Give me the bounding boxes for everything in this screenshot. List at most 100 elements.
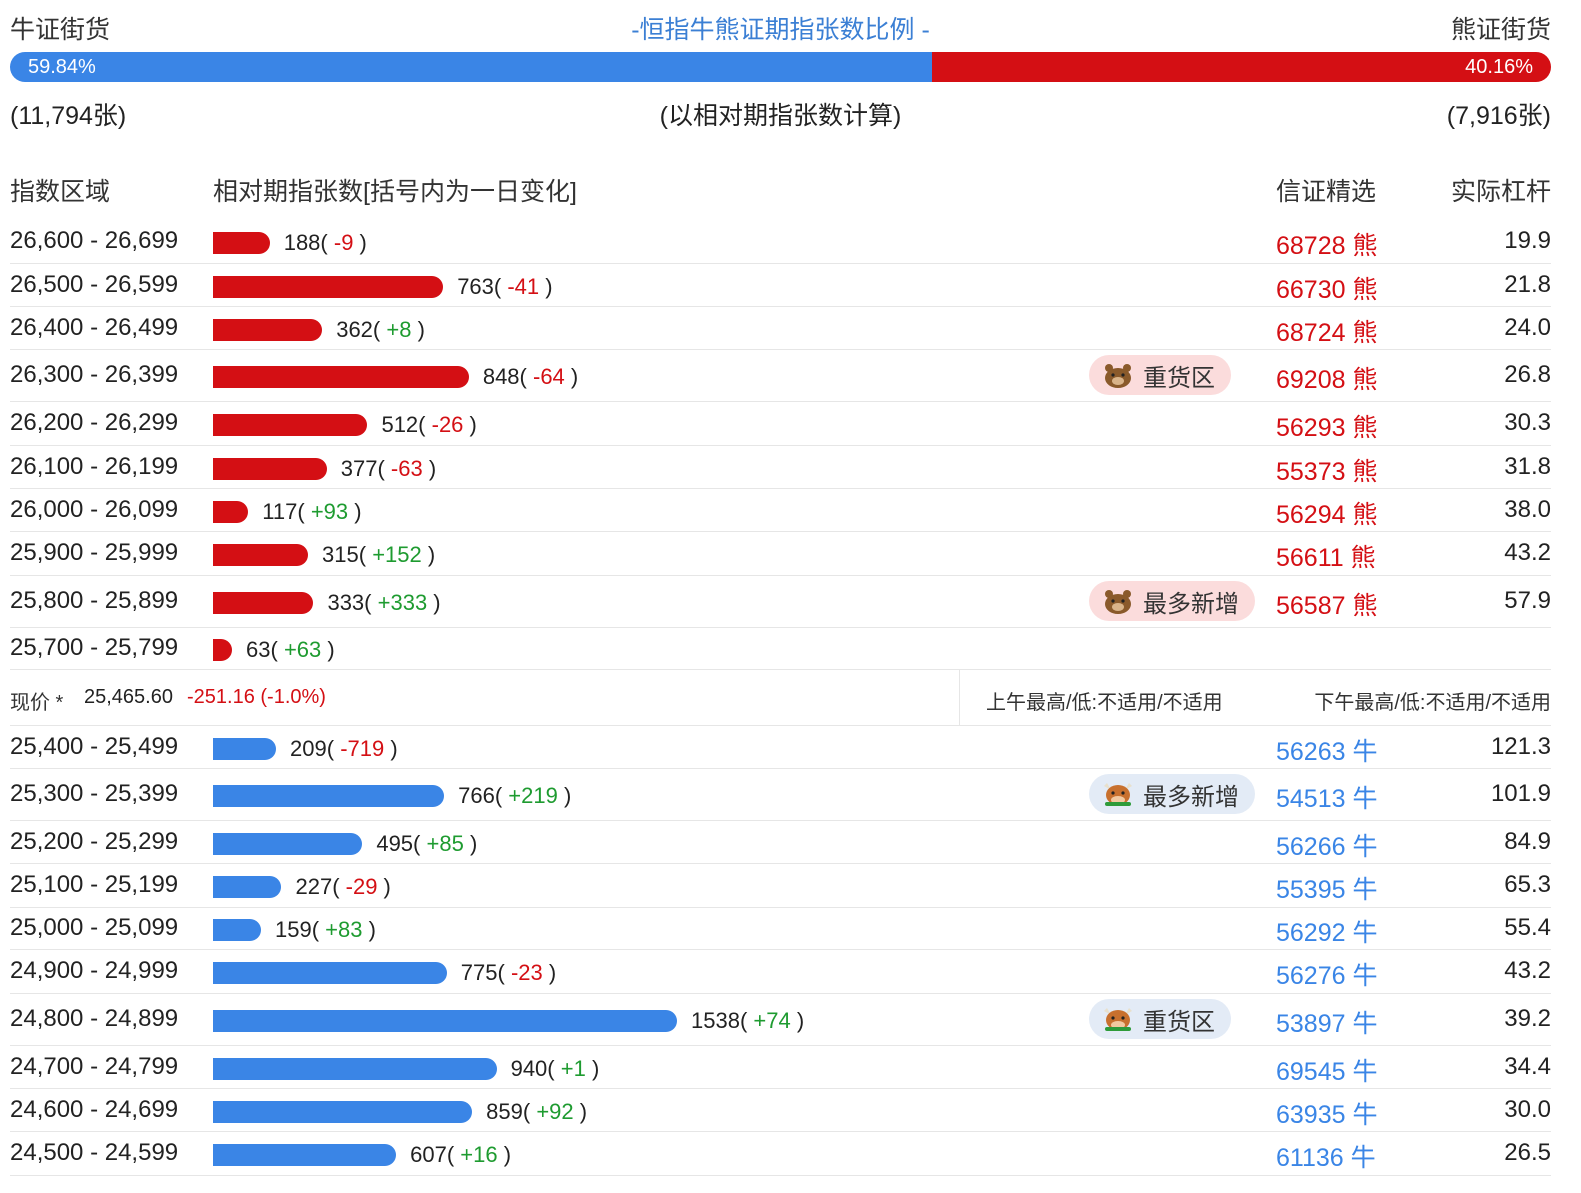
- effective-leverage: 121.3: [1490, 732, 1551, 760]
- current-price-change: -251.16 (-1.0%): [187, 686, 326, 708]
- daily-change: -63: [390, 455, 423, 481]
- index-range: 26,300 - 26,399: [10, 361, 179, 388]
- daily-change: +93: [310, 498, 349, 524]
- change-open-paren: (: [332, 874, 346, 899]
- bull-range-row[interactable]: 24,600 - 24,699 859( +92 ) 63935 牛 30.0: [10, 1089, 1551, 1132]
- index-range: 24,900 - 24,999: [10, 957, 179, 984]
- bull-range-row[interactable]: 25,200 - 25,299 495( +85 ) 56266 牛 84.9: [10, 821, 1551, 864]
- change-close-paren: ): [422, 455, 437, 481]
- bear-mascot-icon: [1101, 361, 1135, 389]
- featured-warrant-link[interactable]: 69208 熊: [1276, 366, 1378, 394]
- featured-warrant-link[interactable]: 56293 熊: [1276, 414, 1378, 442]
- change-open-paren: (: [372, 316, 387, 342]
- effective-leverage: 39.2: [1504, 1005, 1551, 1032]
- featured-warrant-link[interactable]: 56292 牛: [1276, 919, 1378, 947]
- bull-count-bar: [213, 1144, 397, 1166]
- featured-warrant-link[interactable]: 53897 牛: [1276, 1010, 1378, 1038]
- index-range: 25,100 - 25,199: [10, 871, 179, 898]
- bear-range-row[interactable]: 26,300 - 26,399 848( -64 ) 重货区 69208 熊 26.8: [10, 350, 1551, 402]
- contract-count: 315( +152 ): [322, 542, 435, 568]
- bear-ratio-segment: 40.16%: [932, 52, 1551, 82]
- change-open-paren: (: [326, 735, 341, 761]
- contract-count: 848( -64 ): [483, 364, 578, 390]
- featured-warrant-link[interactable]: 69545 牛: [1276, 1057, 1378, 1086]
- bear-range-row[interactable]: 26,100 - 26,199 377( -63 ) 55373 熊 31.8: [10, 446, 1551, 489]
- header-count: 相对期指张数[括号内为一日变化]: [213, 178, 577, 206]
- featured-warrant-link[interactable]: 56276 牛: [1276, 962, 1378, 990]
- bear-range-row[interactable]: 25,900 - 25,999 315( +152 ) 56611 熊 43.2: [10, 532, 1551, 576]
- bull-mascot-icon: [1101, 780, 1135, 808]
- change-open-paren: (: [522, 1098, 537, 1124]
- bull-range-row[interactable]: 24,900 - 24,999 775( -23 ) 56276 牛 43.2: [10, 950, 1551, 994]
- change-close-paren: ): [411, 316, 425, 342]
- change-open-paren: (: [497, 960, 511, 985]
- effective-leverage: 65.3: [1504, 871, 1551, 898]
- count-value: 495: [376, 830, 414, 856]
- count-value: 333: [327, 590, 365, 615]
- bear-range-row[interactable]: 26,500 - 26,599 763( -41 ) 66730 熊 21.8: [10, 264, 1551, 307]
- bull-count-bar: [213, 1010, 677, 1032]
- index-range: 26,000 - 26,099: [10, 495, 179, 523]
- bull-range-row[interactable]: 25,100 - 25,199 227( -29 ) 55395 牛 65.3: [10, 864, 1551, 908]
- bear-range-row[interactable]: 25,800 - 25,899 333( +333 ) 最多新增 56587 熊 57.…: [10, 576, 1551, 628]
- effective-leverage: 34.4: [1504, 1052, 1551, 1080]
- featured-warrant-link[interactable]: 56263 牛: [1276, 737, 1378, 766]
- featured-warrant-link[interactable]: 56611 熊: [1276, 544, 1376, 572]
- effective-leverage: 38.0: [1504, 495, 1551, 523]
- bear-range-row[interactable]: 26,400 - 26,499 362( +8 ) 68724 熊 24.0: [10, 307, 1551, 350]
- index-range: 25,900 - 25,999: [10, 539, 179, 566]
- ratio-title-link[interactable]: -恒指牛熊证期指张数比例 -: [631, 16, 930, 44]
- featured-warrant-link[interactable]: 54513 牛: [1276, 785, 1378, 813]
- bear-range-row[interactable]: 26,200 - 26,299 512( -26 ) 56293 熊 30.3: [10, 402, 1551, 446]
- bull-outstanding-label: 牛证街货: [10, 16, 111, 44]
- change-close-paren: ): [321, 637, 335, 662]
- featured-warrant-link[interactable]: 56587 熊: [1276, 592, 1378, 620]
- bull-range-row[interactable]: 25,300 - 25,399 766( +219 ) 最多新增 54513 牛 101…: [10, 769, 1551, 821]
- effective-leverage: 57.9: [1504, 587, 1551, 614]
- change-close-paren: ): [585, 1055, 600, 1081]
- bull-count-bar: [213, 785, 445, 807]
- price-divider: [959, 670, 960, 725]
- current-price-row: 现价 * 25,465.60 -251.16 (-1.0%) 上午最高/低:不适…: [10, 670, 1551, 726]
- bull-range-row[interactable]: 24,800 - 24,899 1538( +74 ) 重货区 53897 牛 39.2: [10, 994, 1551, 1046]
- effective-leverage: 55.4: [1504, 914, 1551, 941]
- bear-badge: 最多新增: [1089, 581, 1255, 621]
- contract-count-row: (11,794张) (以相对期指张数计算) (7,916张): [10, 96, 1551, 130]
- featured-warrant-link[interactable]: 55395 牛: [1276, 876, 1378, 904]
- effective-leverage: 31.8: [1504, 452, 1551, 480]
- bull-range-row[interactable]: 25,000 - 25,099 159( +83 ) 56292 牛 55.4: [10, 908, 1551, 950]
- effective-leverage: 30.0: [1504, 1095, 1551, 1123]
- bull-range-row[interactable]: 25,400 - 25,499 209( -719 ) 56263 牛 121.3: [10, 726, 1551, 769]
- bear-count-bar: [213, 592, 314, 614]
- change-close-paren: ): [542, 960, 557, 985]
- bear-outstanding-label: 熊证街货: [1450, 16, 1551, 44]
- bull-count-bar: [213, 737, 277, 760]
- index-range: 26,200 - 26,299: [10, 409, 179, 436]
- change-close-paren: ): [362, 917, 376, 942]
- change-open-paren: (: [547, 1055, 561, 1081]
- featured-warrant-link[interactable]: 61136 牛: [1276, 1144, 1376, 1172]
- contract-count: 859( +92 ): [486, 1099, 587, 1125]
- bear-range-row[interactable]: 26,000 - 26,099 117( +93 ) 56294 熊 38.0: [10, 489, 1551, 532]
- bull-range-row[interactable]: 24,500 - 24,599 607( +16 ) 61136 牛 26.5: [10, 1132, 1551, 1176]
- featured-warrant-link[interactable]: 56266 牛: [1276, 832, 1378, 861]
- bear-range-row[interactable]: 25,700 - 25,799 63( +63 ): [10, 628, 1551, 670]
- count-value: 859: [486, 1098, 523, 1124]
- featured-warrant-link[interactable]: 56294 熊: [1276, 500, 1378, 529]
- contract-count: 775( -23 ): [461, 960, 556, 986]
- featured-warrant-link[interactable]: 68728 熊: [1276, 232, 1378, 260]
- daily-change: +92: [536, 1098, 574, 1124]
- featured-warrant-link[interactable]: 66730 熊: [1276, 275, 1378, 304]
- bull-range-row[interactable]: 24,700 - 24,799 940( +1 ) 69545 牛 34.4: [10, 1046, 1551, 1089]
- bull-count-bar: [213, 1100, 473, 1123]
- count-value: 763: [457, 273, 494, 299]
- change-open-paren: (: [297, 498, 311, 524]
- change-close-paren: ): [427, 590, 441, 615]
- bear-range-row[interactable]: 26,600 - 26,699 188( -9 ) 68728 熊 19.9: [10, 220, 1551, 264]
- daily-change: +8: [386, 316, 412, 342]
- contract-count: 377( -63 ): [341, 456, 436, 482]
- bear-contract-count: (7,916张): [1446, 102, 1551, 130]
- featured-warrant-link[interactable]: 63935 牛: [1276, 1100, 1378, 1129]
- featured-warrant-link[interactable]: 55373 熊: [1276, 457, 1378, 486]
- featured-warrant-link[interactable]: 68724 熊: [1276, 318, 1378, 347]
